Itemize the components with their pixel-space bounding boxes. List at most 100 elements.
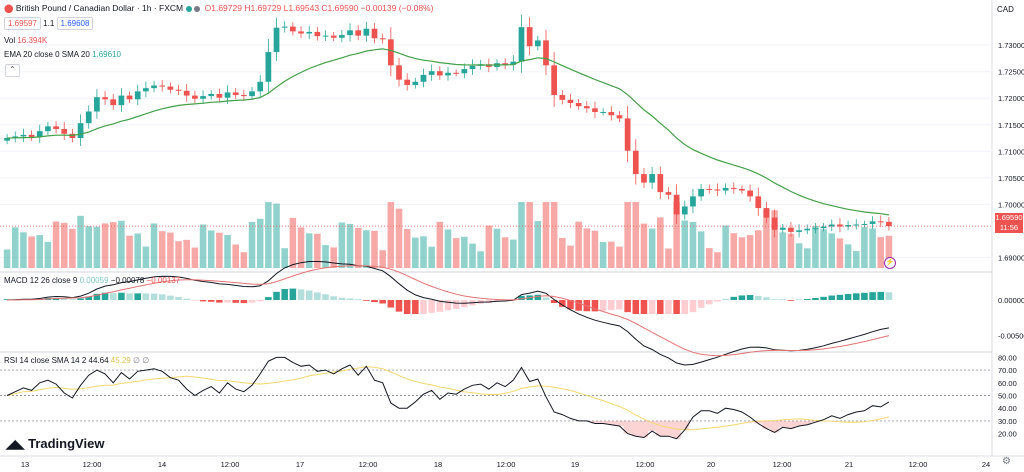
candle-body	[559, 95, 566, 100]
candle-body	[208, 93, 215, 97]
candle-body	[273, 27, 280, 53]
volume-bar	[322, 245, 329, 268]
macd-hist-bar	[779, 299, 787, 300]
macd-hist-bar	[567, 300, 574, 310]
ema-legend[interactable]: EMA 20 close 0 SMA 20 1.69610	[4, 50, 121, 60]
volume-bar	[52, 221, 60, 268]
candle-body	[290, 26, 296, 32]
symbol-flag-icon: ⬤	[4, 3, 14, 13]
macd-hist-bar	[795, 299, 803, 300]
volume-bar	[134, 233, 141, 268]
macd-hist-bar	[763, 297, 770, 300]
macd-legend[interactable]: MACD 12 26 close 9 0.00059 −0.00078 −0.0…	[4, 276, 180, 286]
candle-body	[61, 129, 68, 134]
volume-bar	[485, 225, 493, 268]
macd-hist-bar	[746, 295, 754, 300]
logo-text: TradingView	[28, 436, 105, 451]
volume-bar	[787, 233, 795, 268]
candle-body	[608, 112, 615, 116]
volume-bar	[673, 202, 680, 268]
candle-body	[151, 85, 157, 89]
rsi-legend[interactable]: RSI 14 close SMA 14 2 44.64 45.29 ∅ ∅	[4, 356, 149, 366]
vol-value: 16.394K	[17, 36, 48, 45]
price-tick-label: 1.73000	[998, 41, 1024, 50]
ohlc-open: O1.69729	[204, 3, 242, 13]
volume-bars	[3, 202, 893, 268]
rsi-ma-value: 45.29	[110, 356, 131, 365]
rsi-oversold-area	[615, 420, 624, 427]
currency-label[interactable]: CAD	[997, 5, 1014, 14]
macd-tick-label: 0.00000	[998, 296, 1024, 305]
macd-hist-bar	[248, 300, 256, 303]
rsi-tick-label: 70.00	[998, 366, 1017, 375]
candle-body	[216, 93, 223, 98]
candle-body	[330, 35, 337, 38]
volume-bar	[706, 248, 713, 268]
candle-body	[102, 97, 108, 100]
rsi-oversold-area	[648, 420, 657, 432]
buy-price-button[interactable]: 1.69608	[56, 17, 94, 30]
candle-body	[143, 88, 149, 92]
rsi-oversold-area	[786, 420, 796, 429]
candle-body	[788, 227, 794, 232]
rsi-oversold-area	[680, 420, 689, 430]
last-price-badge: 1.69590 11:56	[995, 213, 1023, 233]
candle-body	[257, 81, 264, 92]
volume-bar	[167, 232, 174, 268]
candle-body	[673, 194, 680, 215]
volume-bar	[150, 223, 158, 268]
volume-bar	[804, 248, 811, 268]
macd-hist-bar	[591, 300, 599, 312]
macd-hist-bar	[869, 292, 876, 300]
macd-hist-bar	[305, 290, 313, 300]
candle-body	[755, 196, 762, 209]
volume-bar	[820, 229, 827, 268]
candle-body	[453, 72, 460, 74]
lightning-icon[interactable]: ⚡	[884, 257, 896, 269]
volume-bar	[428, 246, 435, 268]
macd-hist-bar	[395, 300, 403, 312]
gear-icon[interactable]: ⚙	[1002, 456, 1011, 467]
candle-body	[281, 26, 288, 28]
candle-body	[306, 31, 313, 34]
candle-body	[771, 217, 778, 230]
eye-icon[interactable]	[193, 5, 200, 12]
chevron-up-icon[interactable]: ⌃	[5, 64, 20, 77]
rsi-oversold-fill	[590, 420, 820, 439]
candle-body	[355, 30, 362, 36]
macd-hist-bar	[861, 292, 868, 300]
candle-body	[861, 223, 868, 225]
volume-bar	[869, 228, 876, 268]
volume-bar	[314, 233, 321, 268]
volume-bar	[795, 243, 803, 268]
sell-price-button[interactable]: 1.69597	[4, 17, 41, 30]
rsi-value: 44.64	[88, 356, 109, 365]
candle-body	[592, 108, 598, 113]
symbol-title[interactable]: British Pound / Canadian Dollar · 1h · F…	[15, 3, 184, 13]
chart-header: ⬤ British Pound / Canadian Dollar · 1h ·…	[4, 3, 433, 13]
macd-hist-bar	[224, 300, 231, 303]
volume-bar	[346, 223, 354, 268]
volume-bar	[779, 232, 787, 268]
macd-hist-bar	[256, 300, 264, 302]
candle-body	[510, 61, 517, 65]
macd-hist-bar	[730, 296, 738, 300]
macd-hist-bar	[134, 293, 141, 300]
rsi-oversold-area	[664, 420, 673, 437]
tradingview-logo[interactable]: ◢◣ TradingView	[6, 436, 104, 451]
macd-hist-bar	[265, 297, 272, 300]
macd-hist-bar	[681, 300, 689, 314]
volume-bar	[69, 228, 76, 268]
volume-bar	[542, 202, 550, 268]
macd-hist-bar	[150, 293, 158, 300]
candle-body	[779, 227, 786, 230]
rsi-ma-line	[6, 366, 890, 431]
volume-bar	[28, 236, 35, 268]
volume-legend[interactable]: Vol 16.394K	[4, 36, 47, 46]
macd-hist-bar	[216, 300, 223, 303]
candle-body	[363, 28, 370, 36]
macd-hist-bar	[624, 300, 631, 313]
volume-bar	[518, 202, 525, 268]
volume-bar	[363, 230, 370, 268]
